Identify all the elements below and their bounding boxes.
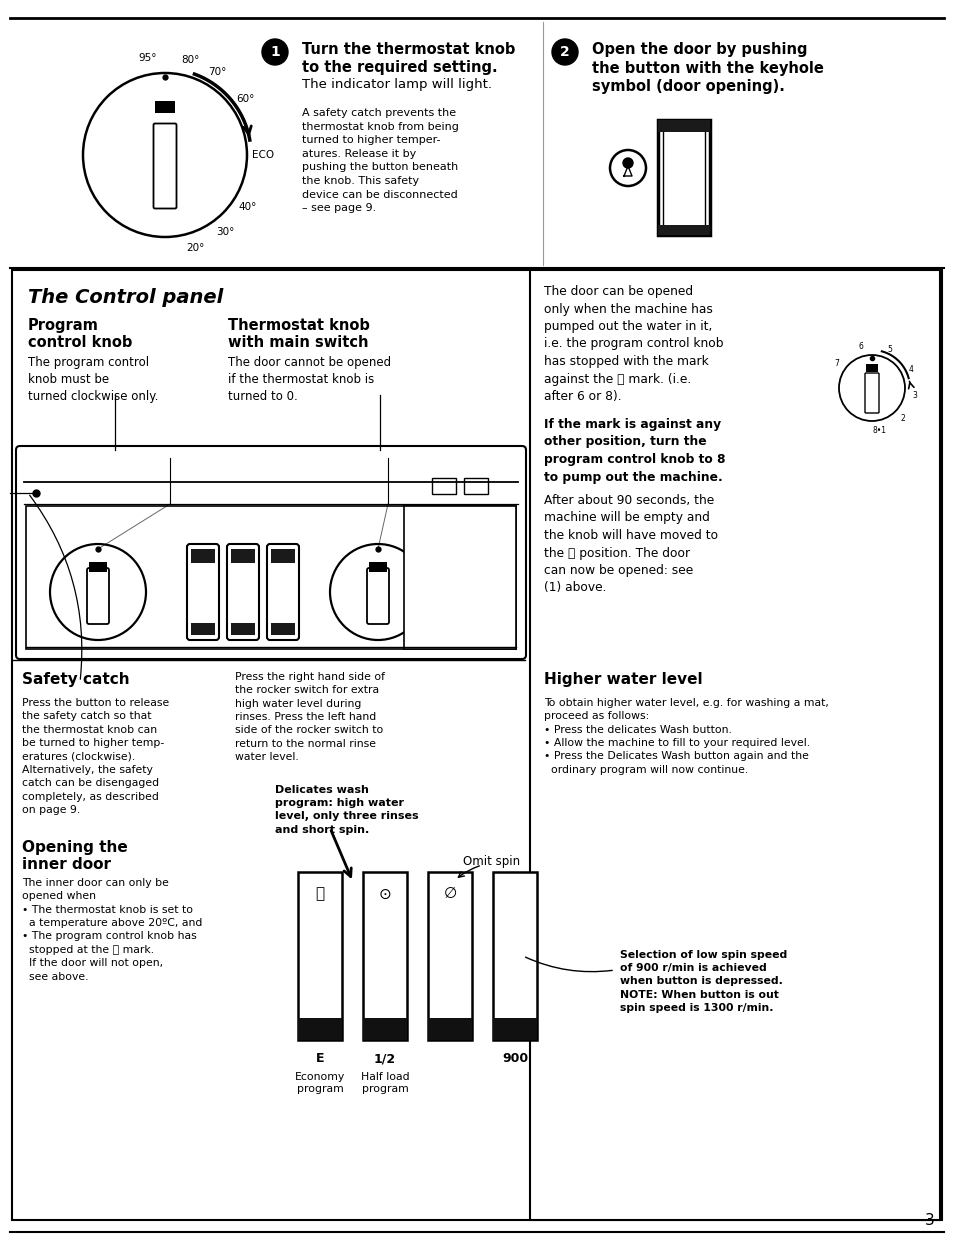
FancyBboxPatch shape — [12, 270, 941, 1220]
Bar — [363, 1018, 407, 1037]
Text: To obtain higher water level, e.g. for washing a mat,
proceed as follows:
• Pres: To obtain higher water level, e.g. for w… — [543, 698, 828, 774]
Text: 1: 1 — [270, 44, 279, 59]
Bar — [463, 478, 488, 494]
Circle shape — [262, 40, 288, 65]
Text: 20°: 20° — [186, 243, 204, 253]
Text: 7: 7 — [834, 359, 839, 368]
Bar — [363, 1026, 407, 1040]
Bar — [658, 120, 709, 235]
Text: Selection of low spin speed
of 900 r/min is achieved
when button is depressed.
N: Selection of low spin speed of 900 r/min… — [619, 950, 786, 1013]
Text: ⓘ: ⓘ — [315, 887, 324, 902]
Text: A safety catch prevents the
thermostat knob from being
turned to higher temper-
: A safety catch prevents the thermostat k… — [302, 107, 458, 214]
Text: Higher water level: Higher water level — [543, 672, 702, 687]
Text: The door cannot be opened
if the thermostat knob is
turned to 0.: The door cannot be opened if the thermos… — [228, 356, 391, 403]
Bar — [658, 225, 709, 235]
Text: Safety catch: Safety catch — [22, 672, 130, 687]
Text: The Control panel: The Control panel — [28, 288, 223, 308]
Circle shape — [622, 158, 633, 168]
Text: Opening the
inner door: Opening the inner door — [22, 840, 128, 872]
Text: Program
control knob: Program control knob — [28, 317, 132, 351]
Text: 2: 2 — [899, 414, 903, 422]
Bar — [231, 622, 254, 635]
Text: Thermostat knob
with main switch: Thermostat knob with main switch — [228, 317, 370, 351]
Text: The inner door can only be
opened when
• The thermostat knob is set to
  a tempe: The inner door can only be opened when •… — [22, 878, 202, 982]
FancyBboxPatch shape — [153, 124, 176, 209]
Text: 4: 4 — [907, 366, 912, 374]
FancyBboxPatch shape — [87, 568, 109, 624]
Bar — [231, 550, 254, 563]
Bar — [369, 562, 387, 572]
Text: 3: 3 — [924, 1213, 934, 1228]
Bar — [191, 550, 214, 563]
Bar — [297, 872, 341, 1040]
Bar — [493, 1026, 537, 1040]
Text: 60°: 60° — [235, 94, 254, 104]
Text: ∅: ∅ — [443, 887, 456, 902]
Text: The program control
knob must be
turned clockwise only.: The program control knob must be turned … — [28, 356, 158, 403]
Bar — [428, 1026, 472, 1040]
Text: 8•1: 8•1 — [872, 426, 885, 435]
Text: Delicates wash
program: high water
level, only three rinses
and short spin.: Delicates wash program: high water level… — [274, 785, 418, 835]
Circle shape — [552, 40, 578, 65]
Text: Open the door by pushing
the button with the keyhole
symbol (door opening).: Open the door by pushing the button with… — [592, 42, 823, 94]
Bar — [297, 1018, 341, 1037]
Bar — [26, 506, 516, 650]
Text: Press the button to release
the safety catch so that
the thermostat knob can
be : Press the button to release the safety c… — [22, 698, 169, 815]
Bar — [191, 622, 214, 635]
Bar — [428, 872, 472, 1040]
Text: 3: 3 — [911, 391, 916, 400]
Bar — [403, 506, 516, 650]
Text: The indicator lamp will light.: The indicator lamp will light. — [302, 78, 492, 91]
Text: Economy
program: Economy program — [294, 1072, 345, 1094]
Text: 2: 2 — [559, 44, 569, 59]
Bar — [432, 478, 456, 494]
Text: E: E — [315, 1052, 324, 1065]
FancyBboxPatch shape — [227, 543, 258, 640]
FancyBboxPatch shape — [530, 270, 939, 1220]
Text: 70°: 70° — [208, 67, 226, 77]
Text: ⊙: ⊙ — [378, 887, 391, 902]
Bar — [363, 872, 407, 1040]
Bar — [493, 1018, 537, 1037]
Text: 40°: 40° — [238, 203, 257, 212]
Bar — [297, 1026, 341, 1040]
Text: Half load
program: Half load program — [360, 1072, 409, 1094]
Text: 900: 900 — [501, 1052, 528, 1065]
Bar — [662, 128, 704, 228]
Bar — [154, 101, 174, 112]
Text: ECO: ECO — [252, 149, 274, 161]
Text: Omit spin: Omit spin — [463, 855, 520, 868]
Text: 5: 5 — [887, 345, 892, 353]
Text: 80°: 80° — [181, 56, 199, 65]
Text: The door can be opened
only when the machine has
pumped out the water in it,
i.e: The door can be opened only when the mac… — [543, 285, 722, 403]
FancyBboxPatch shape — [367, 568, 389, 624]
FancyBboxPatch shape — [864, 373, 878, 412]
Text: 30°: 30° — [216, 227, 234, 237]
Text: If the mark is against any
other position, turn the
program control knob to 8
to: If the mark is against any other positio… — [543, 417, 724, 483]
Text: 95°: 95° — [138, 53, 157, 63]
FancyBboxPatch shape — [16, 446, 525, 659]
Bar — [271, 622, 294, 635]
Bar — [89, 562, 107, 572]
Bar — [271, 550, 294, 563]
FancyBboxPatch shape — [267, 543, 298, 640]
Bar — [658, 120, 709, 132]
Text: Turn the thermostat knob
to the required setting.: Turn the thermostat knob to the required… — [302, 42, 515, 75]
Bar — [865, 364, 877, 372]
FancyBboxPatch shape — [187, 543, 219, 640]
Text: 6: 6 — [858, 342, 862, 351]
Text: 1/2: 1/2 — [374, 1052, 395, 1065]
Text: Press the right hand side of
the rocker switch for extra
high water level during: Press the right hand side of the rocker … — [234, 672, 385, 762]
Text: After about 90 seconds, the
machine will be empty and
the knob will have moved t: After about 90 seconds, the machine will… — [543, 494, 718, 594]
Bar — [493, 872, 537, 1040]
Bar — [428, 1018, 472, 1037]
